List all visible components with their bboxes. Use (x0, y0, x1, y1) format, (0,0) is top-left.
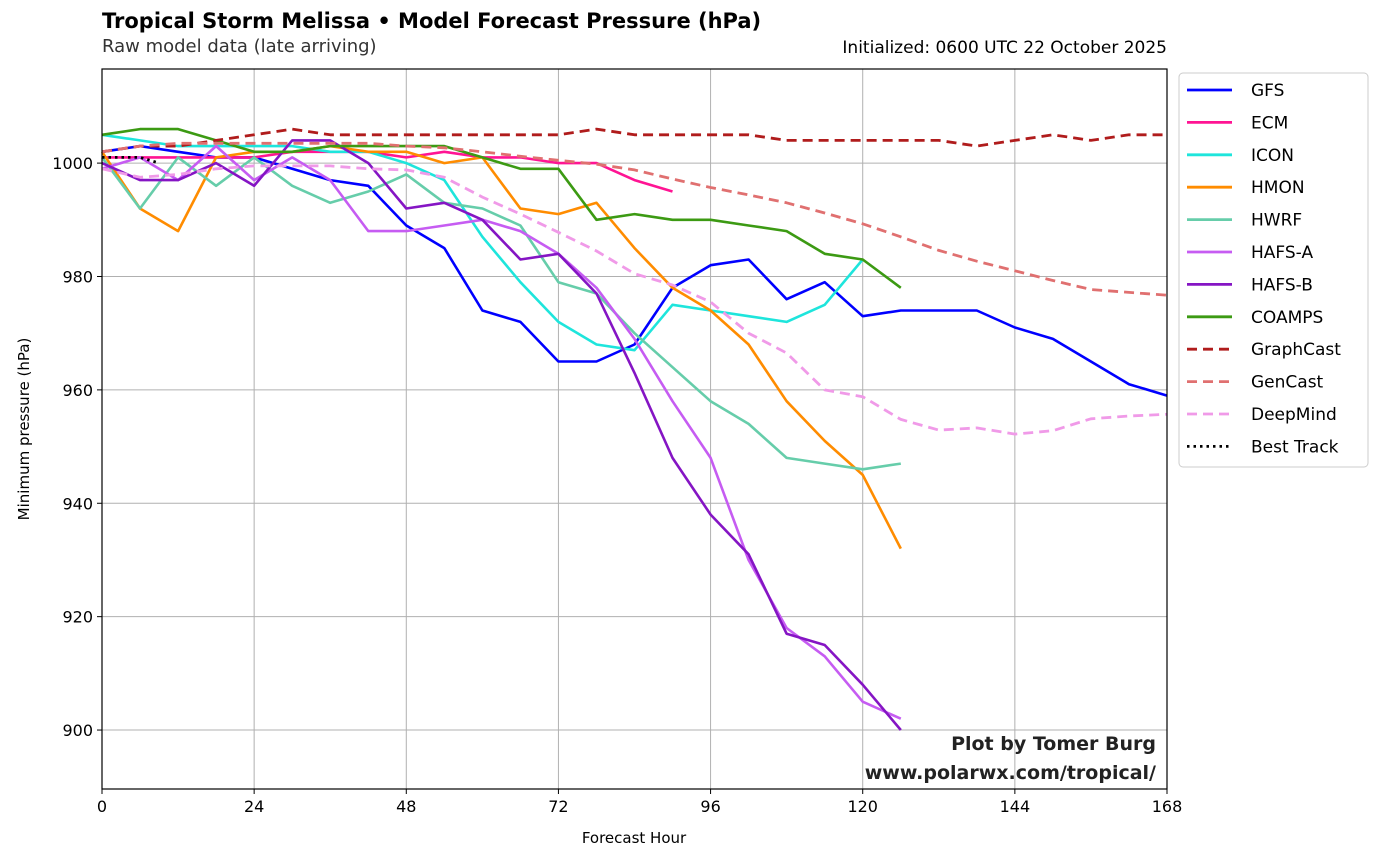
watermark-url: www.polarwx.com/tropical/ (865, 762, 1156, 784)
legend-label-gencast: GenCast (1251, 373, 1324, 393)
plot-frame (101, 68, 1168, 790)
series-line-deepmind (101, 164, 1168, 436)
legend-label-hwrf: HWRF (1251, 211, 1302, 231)
y-axis: 900 920 940 960 980 1000 (52, 154, 102, 740)
x-axis-label: Forecast Hour (582, 829, 687, 847)
series-line-hwrf (100, 156, 901, 471)
legend-label-ecm: ECM (1251, 113, 1288, 133)
legend-box (1178, 72, 1369, 468)
series-line-coamps (101, 127, 902, 289)
legend-label-coamps: COAMPS (1251, 308, 1323, 328)
y-tick-label: 920 (62, 608, 93, 627)
legend-label-gfs: GFS (1251, 81, 1284, 101)
series-line-gencast (101, 141, 1168, 297)
legend-label-hafs-a: HAFS-A (1251, 243, 1313, 263)
legend-label-deepmind: DeepMind (1251, 405, 1337, 425)
x-tick-label: 48 (396, 797, 416, 816)
watermark-author: Plot by Tomer Burg (951, 733, 1156, 755)
series-group (100, 127, 1168, 731)
chart-subtitle: Raw model data (late arriving) (102, 36, 377, 57)
x-tick-label: 96 (700, 797, 720, 816)
legend-label-best-track: Best Track (1251, 437, 1339, 457)
series-line-hafs-a (101, 144, 902, 720)
series-line-icon (101, 133, 864, 352)
y-tick-label: 1000 (52, 154, 93, 173)
x-tick-label: 144 (1000, 797, 1031, 816)
x-axis: 0 24 48 72 96 120 144 168 (97, 789, 1182, 816)
init-time-label: Initialized: 0600 UTC 22 October 2025 (842, 38, 1167, 58)
series-line-gfs (101, 144, 1168, 397)
series-line-hmon (100, 144, 902, 550)
series-line-graphcast (101, 127, 1167, 154)
y-axis-label: Minimum pressure (hPa) (15, 338, 33, 521)
series-line-hafs-b (101, 139, 902, 731)
legend-label-hmon: HMON (1251, 178, 1305, 198)
legend-label-graphcast: GraphCast (1251, 340, 1341, 360)
y-tick-label: 900 (62, 721, 93, 740)
x-tick-label: 168 (1152, 797, 1183, 816)
y-tick-label: 940 (62, 494, 93, 513)
x-tick-label: 0 (97, 797, 107, 816)
y-tick-label: 980 (62, 267, 93, 286)
x-tick-label: 24 (244, 797, 264, 816)
x-tick-label: 120 (847, 797, 878, 816)
y-tick-label: 960 (62, 381, 93, 400)
legend: GFS ECM ICON HMON HWRF HAFS-A HAFS-B COAMPS Grap… (1178, 72, 1369, 468)
chart-title: Tropical Storm Melissa • Model Forecast … (102, 9, 762, 33)
legend-label-icon: ICON (1251, 146, 1294, 166)
legend-label-hafs-b: HAFS-B (1251, 275, 1313, 295)
x-tick-label: 72 (548, 797, 568, 816)
series-line-ecm (102, 150, 673, 193)
